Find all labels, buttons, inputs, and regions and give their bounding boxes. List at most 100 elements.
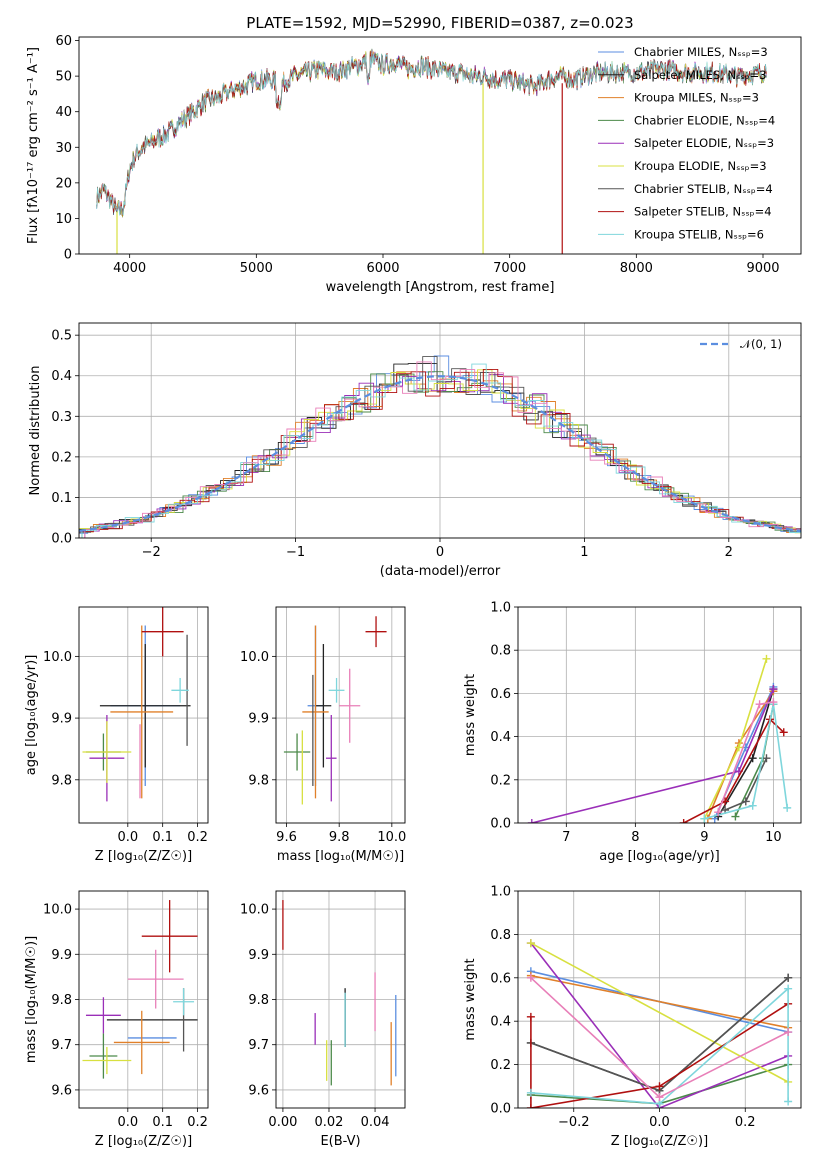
plot-content <box>518 891 801 1108</box>
y-tick-label: 1.0 <box>490 601 511 616</box>
x-axis-label: Z [log₁₀(Z/Z☉)] <box>611 1134 708 1149</box>
plot-content <box>276 891 405 1108</box>
x-tick-label: 4000 <box>113 261 146 276</box>
error-cross <box>110 625 174 799</box>
y-tick-label: 0.0 <box>51 532 72 547</box>
y-tick-label: 0.2 <box>490 1058 511 1073</box>
x-tick-label: 2 <box>725 545 733 560</box>
plot-content <box>518 607 801 823</box>
y-tick-label: 0.8 <box>490 928 511 943</box>
y-tick-label: 9.8 <box>248 773 269 788</box>
plot-content <box>79 323 801 538</box>
weight-marker <box>526 1104 535 1108</box>
axes-frame <box>78 606 209 824</box>
weight-marker <box>762 754 771 763</box>
y-axis-label: mass [log₁₀(M/M☉)] <box>24 936 39 1063</box>
spectrum-line <box>96 51 767 216</box>
weight-marker <box>655 1082 664 1091</box>
y-tick-label: 0.1 <box>51 491 72 506</box>
gaussian-curve <box>79 375 801 532</box>
legend-label: 𝒩(0, 1) <box>740 337 782 351</box>
plot-content <box>96 48 767 254</box>
y-tick-label: 0.0 <box>490 1102 511 1117</box>
x-tick-label: −2 <box>142 545 161 560</box>
y-axis-label: mass weight <box>463 958 478 1040</box>
y-tick-label: 0 <box>64 248 72 263</box>
panel-residuals: −2 −1 0 1 2 0.0 0.1 0.2 0.3 0.4 0.5 (data-model)/er… <box>28 322 802 579</box>
x-tick-label: 0.1 <box>152 1115 173 1130</box>
x-axis-label: wavelength [Angstrom, rest frame] <box>326 280 555 295</box>
axes-frame <box>78 36 802 255</box>
error-cross <box>141 607 184 657</box>
panel-mass-vs-EBV: 0.00 0.02 0.04 9.6 9.7 9.8 9.9 10.0 E(B-V) <box>240 890 406 1149</box>
legend-label: Salpeter STELIB, Nₛₛₚ=4 <box>634 205 772 219</box>
y-tick-label: 10.0 <box>240 903 269 918</box>
y-axis-label: age [log₁₀(age/yr)] <box>24 655 39 776</box>
error-cross <box>89 1033 118 1079</box>
error-cross <box>127 949 184 1009</box>
x-tick-label: 0.2 <box>735 1115 756 1130</box>
x-tick-label: 0.1 <box>152 830 173 845</box>
weight-marker <box>755 700 764 709</box>
error-cross <box>339 668 361 743</box>
error-cross <box>326 715 337 802</box>
axes-frame <box>78 890 209 1109</box>
x-axis-label: age [log₁₀(age/yr)] <box>599 849 720 864</box>
x-axis-label: Z [log₁₀(Z/Z☉)] <box>95 1134 192 1149</box>
histogram-step <box>79 356 801 533</box>
x-tick-label: 0.0 <box>117 1115 138 1130</box>
y-tick-label: 0.4 <box>490 730 511 745</box>
y-tick-label: 9.8 <box>248 993 269 1008</box>
weight-marker <box>526 973 535 982</box>
y-tick-label: 10.0 <box>43 903 72 918</box>
y-tick-label: 9.8 <box>51 993 72 1008</box>
plot-area <box>79 607 208 823</box>
x-tick-label: 9 <box>700 830 708 845</box>
weight-marker <box>734 743 743 752</box>
x-tick-label: 8 <box>631 830 639 845</box>
panel-mass-vs-Z: 0.0 0.1 0.2 9.6 9.7 9.8 9.9 10.0 Z [log₁₀(Z/Z☉)]… <box>24 890 209 1149</box>
histogram-step <box>79 368 801 538</box>
y-tick-label: 0.3 <box>51 410 72 425</box>
y-tick-label: 0.6 <box>490 971 511 986</box>
chart-title: PLATE=1592, MJD=52990, FIBERID=0387, z=0… <box>246 14 633 32</box>
legend-label: Salpeter ELODIE, Nₛₛₚ=3 <box>634 136 774 150</box>
plot-content <box>276 607 405 823</box>
error-cross <box>173 988 195 1016</box>
legend-label: Kroupa STELIB, Nₛₛₚ=6 <box>634 227 764 241</box>
weight-marker <box>700 814 709 823</box>
y-tick-label: 10.0 <box>240 650 269 665</box>
y-tick-label: 0.2 <box>490 773 511 788</box>
axes-frame <box>517 606 802 824</box>
x-tick-label: 7 <box>562 830 570 845</box>
weight-marker <box>779 728 788 737</box>
histogram-step <box>84 361 801 538</box>
weight-line <box>530 942 789 1083</box>
weight-line <box>530 974 789 1029</box>
legend-label: Chabrier ELODIE, Nₛₛₚ=4 <box>634 113 775 127</box>
y-tick-label: 0.5 <box>51 329 72 344</box>
x-tick-label: 0.0 <box>649 1115 670 1130</box>
weight-marker <box>741 797 750 806</box>
y-tick-label: 9.9 <box>248 712 269 727</box>
panel-spectrum: 4000 5000 6000 7000 8000 9000 0 10 20 30 40 50 60 wav… <box>26 14 802 295</box>
axes-frame <box>275 890 406 1109</box>
error-cross <box>113 1010 170 1075</box>
weight-marker <box>769 698 778 707</box>
plot-content <box>79 891 208 1108</box>
y-tick-label: 0.6 <box>490 687 511 702</box>
x-tick-label: 0.00 <box>268 1115 297 1130</box>
error-cross <box>141 900 198 973</box>
x-tick-label: 6000 <box>366 261 399 276</box>
weight-line <box>530 1003 789 1108</box>
legend-label: Chabrier STELIB, Nₛₛₚ=4 <box>634 182 773 196</box>
x-axis-label: mass [log₁₀(M/M☉)] <box>277 849 404 864</box>
y-tick-label: 9.7 <box>51 1038 72 1053</box>
weight-line <box>530 942 789 1108</box>
weight-marker <box>748 801 757 810</box>
axes-frame <box>275 606 406 824</box>
y-tick-label: 9.6 <box>248 1083 269 1098</box>
y-tick-label: 40 <box>55 105 72 120</box>
y-tick-label: 9.9 <box>51 948 72 963</box>
